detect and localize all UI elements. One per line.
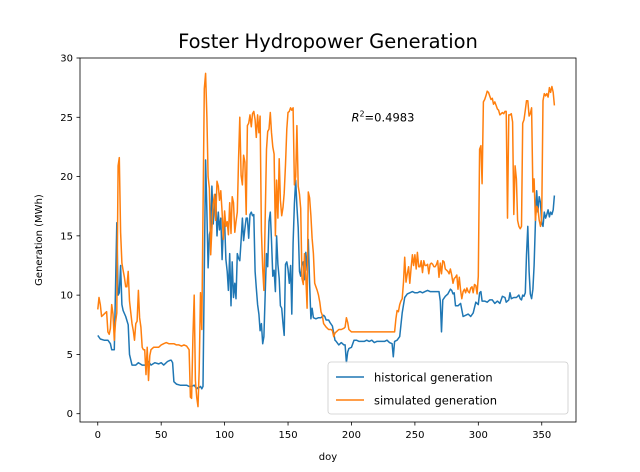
axes-frame	[79, 57, 577, 423]
x-tick-label: 300	[469, 430, 488, 441]
plot-area	[97, 72, 556, 408]
y-tick-label: 25	[60, 113, 73, 124]
x-tick-label: 250	[405, 430, 424, 441]
y-tick-label: 0	[67, 409, 73, 420]
y-tick-label: 30	[60, 54, 73, 65]
x-tick-label: 0	[95, 430, 101, 441]
x-tick-label: 100	[215, 430, 234, 441]
x-axis-label: doy	[319, 452, 337, 463]
y-axis: 0 5 10 15 20 25 30	[60, 54, 80, 420]
r-squared-symbol: R	[351, 110, 359, 124]
r-squared-exponent: 2	[359, 109, 364, 118]
y-tick-label: 20	[60, 172, 73, 183]
r-squared-annotation: R2=0.4983	[351, 109, 414, 124]
series-line-simulated	[97, 72, 556, 408]
legend-label: simulated generation	[374, 394, 497, 408]
y-tick-label: 5	[67, 350, 73, 361]
x-tick-label: 50	[155, 430, 168, 441]
y-tick-label: 15	[60, 231, 73, 242]
legend: historical generation simulated generatio…	[327, 361, 569, 415]
legend-box	[327, 361, 569, 415]
x-axis: 0 50 100 150 200 250 300 350	[95, 422, 551, 441]
y-tick-label: 10	[60, 291, 73, 302]
y-axis-label: Generation (MWh)	[34, 194, 45, 286]
chart-title: Foster Hydropower Generation	[178, 30, 478, 53]
legend-label: historical generation	[374, 371, 493, 385]
x-tick-label: 200	[342, 430, 361, 441]
x-tick-label: 150	[278, 430, 297, 441]
r-squared-value: =0.4983	[365, 110, 415, 124]
x-tick-label: 350	[532, 430, 551, 441]
